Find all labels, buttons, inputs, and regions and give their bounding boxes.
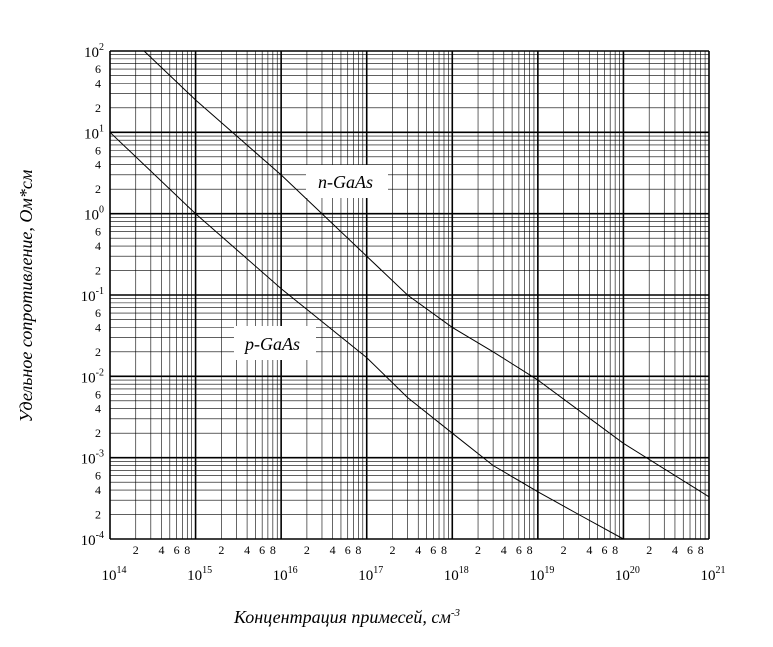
y-minor-tick-label: 6: [95, 306, 101, 320]
x-minor-tick-label: 2: [475, 543, 481, 557]
x-minor-tick-label: 6: [516, 543, 522, 557]
grid: [109, 50, 710, 540]
x-minor-tick-label: 2: [304, 543, 310, 557]
x-minor-tick-label: 4: [586, 543, 592, 557]
y-axis-label: Удельное сопротивление, Ом*см: [16, 169, 36, 422]
x-minor-tick-label: 6: [174, 543, 180, 557]
y-tick-label: 101: [84, 123, 104, 142]
x-minor-tick-label: 6: [687, 543, 693, 557]
y-tick-label: 10-2: [81, 367, 104, 386]
x-minor-tick-label: 6: [430, 543, 436, 557]
n-gaas-label-bg: [306, 165, 388, 198]
y-minor-tick-label: 6: [95, 387, 101, 401]
y-minor-tick-label: 2: [95, 101, 101, 115]
x-minor-tick-label: 8: [270, 543, 276, 557]
x-minor-tick-label: 6: [259, 543, 265, 557]
p-gaas-label: p-GaAs: [243, 334, 300, 354]
x-tick-label: 1021: [701, 565, 726, 584]
y-minor-tick-label: 6: [95, 62, 101, 76]
x-minor-tick-label: 2: [389, 543, 395, 557]
n-gaas-label-box: n-GaAs: [306, 165, 388, 198]
p-gaas-label-bg: [234, 326, 316, 360]
series-line-n-gaas: [143, 50, 710, 498]
x-tick-label: 1018: [444, 565, 469, 584]
x-tick-label: 1016: [273, 565, 298, 584]
x-minor-tick-label: 8: [527, 543, 533, 557]
n-gaas-label: n-GaAs: [318, 172, 373, 192]
x-minor-tick-label: 4: [415, 543, 421, 557]
y-minor-tick-label: 4: [95, 402, 101, 416]
tick-labels: 102 101 100 10-1 10-2 10-3 10-4 1014 1015 1016 101…: [81, 42, 726, 584]
x-minor-tick-label: 8: [612, 543, 618, 557]
x-minor-tick-label: 4: [330, 543, 336, 557]
x-minor-tick-label: 8: [184, 543, 190, 557]
y-minor-tick-label: 2: [95, 345, 101, 359]
x-tick-label: 1015: [187, 565, 212, 584]
x-tick-label: 1020: [615, 565, 640, 584]
x-minor-tick-label: 8: [441, 543, 447, 557]
x-minor-tick-label: 2: [133, 543, 139, 557]
y-minor-tick-label: 4: [95, 76, 101, 90]
curves: [109, 50, 710, 540]
y-minor-tick-label: 6: [95, 225, 101, 239]
y-minor-tick-label: 2: [95, 508, 101, 522]
y-minor-tick-label: 2: [95, 182, 101, 196]
x-minor-tick-label: 4: [501, 543, 507, 557]
x-minor-tick-label: 4: [244, 543, 250, 557]
x-minor-tick-label: 2: [561, 543, 567, 557]
x-minor-tick-label: 8: [698, 543, 704, 557]
y-minor-tick-label: 6: [95, 469, 101, 483]
y-tick-label: 102: [84, 42, 104, 61]
x-tick-label: 1019: [529, 565, 554, 584]
x-minor-tick-label: 2: [646, 543, 652, 557]
y-minor-tick-label: 4: [95, 320, 101, 334]
y-tick-label: 100: [84, 205, 104, 224]
x-minor-tick-label: 4: [672, 543, 678, 557]
y-tick-label: 10-4: [81, 530, 104, 549]
y-tick-label: 10-1: [81, 286, 104, 305]
y-minor-tick-label: 6: [95, 143, 101, 157]
y-minor-tick-label: 2: [95, 426, 101, 440]
y-minor-tick-label: 4: [95, 158, 101, 172]
y-minor-tick-label: 4: [95, 239, 101, 253]
x-tick-label: 1017: [358, 565, 383, 584]
y-minor-tick-label: 4: [95, 483, 101, 497]
y-minor-tick-label: 2: [95, 264, 101, 278]
x-minor-tick-label: 8: [355, 543, 361, 557]
x-tick-label: 1014: [102, 565, 127, 584]
x-axis-label: Концентрация примесей, см-3: [233, 607, 461, 627]
x-minor-tick-label: 6: [345, 543, 351, 557]
y-tick-label: 10-3: [81, 449, 104, 468]
p-gaas-label-box: p-GaAs: [234, 326, 316, 360]
x-minor-tick-label: 6: [601, 543, 607, 557]
x-minor-tick-label: 4: [159, 543, 165, 557]
series-line-p-gaas: [109, 131, 624, 540]
x-minor-tick-label: 2: [218, 543, 224, 557]
